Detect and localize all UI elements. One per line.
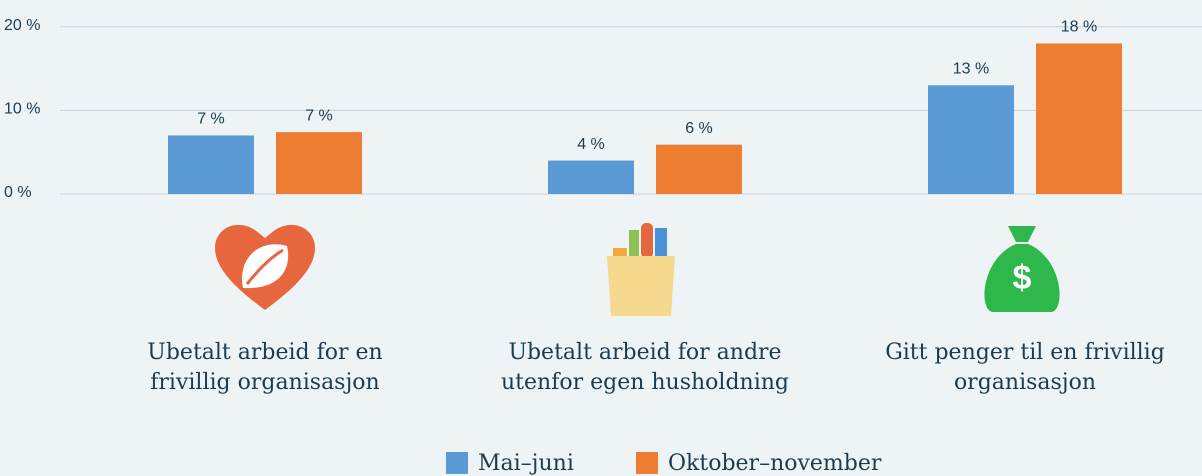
icon-bag (607, 223, 675, 316)
legend-swatch (636, 452, 658, 474)
y-tick-label: 20 % (4, 17, 40, 34)
bar (656, 144, 742, 194)
icon-heart (215, 224, 315, 310)
bar (168, 135, 254, 194)
value-label: 18 % (1061, 19, 1097, 36)
y-tick-label: 0 % (4, 184, 32, 201)
bar (928, 85, 1014, 194)
category-label: Ubetalt arbeid for en frivillig organisa… (147, 340, 383, 395)
value-label: 7 % (305, 107, 333, 124)
category-label: Ubetalt arbeid for andre utenfor egen hu… (501, 340, 789, 395)
y-tick-label: 10 % (4, 101, 40, 118)
value-label: 6 % (685, 120, 713, 137)
legend-swatch (446, 452, 468, 474)
legend-label: Oktober–november (668, 451, 882, 476)
value-label: 7 % (197, 111, 225, 128)
svg-text:$: $ (1013, 259, 1032, 297)
bar (276, 132, 362, 194)
value-label: 13 % (953, 60, 989, 77)
bars: 7 % 7 % 4 % 6 % 13 % 18 % Mai–juni Oktober–nove… (168, 19, 1122, 476)
bar (1036, 43, 1122, 194)
category-label: Gitt penger til en frivillig organisasjo… (885, 340, 1165, 395)
bar (548, 160, 634, 194)
icon-moneybag: $ (984, 226, 1060, 312)
value-label: 4 % (577, 136, 605, 153)
legend-label: Mai–juni (478, 451, 574, 476)
